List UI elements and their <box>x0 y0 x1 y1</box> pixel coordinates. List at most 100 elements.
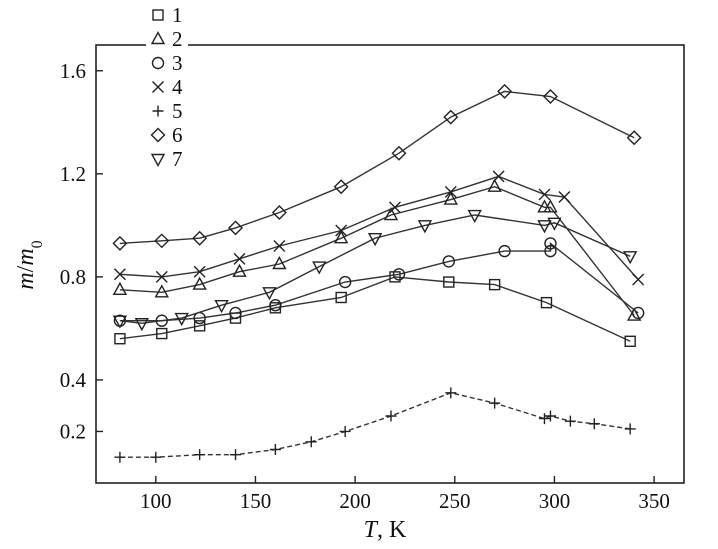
data-point <box>335 224 348 237</box>
data-point <box>537 220 552 234</box>
series-line <box>119 214 631 325</box>
data-point <box>112 281 128 295</box>
legend-label: 5 <box>172 99 183 123</box>
legend-marker <box>150 31 166 45</box>
data-point <box>155 270 168 283</box>
y-tick-label: 1.2 <box>60 162 86 186</box>
data-point <box>233 252 246 265</box>
data-point <box>388 201 401 214</box>
data-point <box>544 237 557 250</box>
data-point <box>538 188 551 201</box>
data-point <box>385 410 397 422</box>
data-point <box>335 291 347 304</box>
data-point <box>498 244 511 258</box>
data-point <box>273 239 286 252</box>
data-point <box>389 271 401 283</box>
data-point <box>443 109 459 125</box>
data-point <box>444 185 457 198</box>
data-point <box>631 306 645 320</box>
data-point <box>626 307 642 321</box>
data-point <box>564 415 576 427</box>
legend-label: 6 <box>172 123 183 147</box>
data-point <box>150 451 162 463</box>
plot-frame <box>95 44 685 484</box>
data-point <box>443 191 458 205</box>
data-point <box>232 263 247 277</box>
data-point <box>489 397 501 409</box>
series-6 <box>112 83 642 251</box>
data-point <box>154 284 169 298</box>
data-point <box>417 220 433 234</box>
data-point <box>383 207 399 221</box>
series-line <box>119 185 635 316</box>
data-point <box>193 320 206 332</box>
legend-background <box>146 2 188 192</box>
data-point <box>262 287 277 301</box>
y-tick-label: 0.2 <box>60 419 86 443</box>
series-line <box>119 90 635 245</box>
legend-marker <box>152 105 164 117</box>
legend-label: 7 <box>172 147 183 171</box>
data-point <box>193 265 206 278</box>
data-point <box>624 423 636 435</box>
data-point <box>367 233 383 247</box>
data-point <box>547 217 562 231</box>
data-point <box>542 89 558 105</box>
y-axis-label: m/m0 <box>13 240 46 289</box>
data-point <box>538 413 550 425</box>
data-point <box>134 318 150 332</box>
data-point <box>543 199 558 213</box>
data-point <box>487 178 502 192</box>
data-point <box>558 191 571 204</box>
data-point <box>228 220 244 236</box>
data-point <box>338 275 352 289</box>
data-point <box>269 299 282 312</box>
data-point <box>333 179 349 195</box>
y-tick-label: 0.8 <box>60 265 86 289</box>
legend-label: 4 <box>172 75 183 99</box>
data-point <box>312 261 327 275</box>
data-point <box>626 130 642 146</box>
legend-marker <box>150 153 166 167</box>
x-axis-label: T, K <box>364 517 407 543</box>
data-point <box>443 276 455 288</box>
data-point <box>467 209 482 224</box>
y-tick-label: 1.6 <box>60 59 86 83</box>
series-line <box>119 241 639 322</box>
series-1 <box>114 271 636 347</box>
data-point <box>156 327 168 340</box>
series-3 <box>113 237 645 327</box>
x-tick-label: 200 <box>339 489 371 513</box>
data-point <box>214 300 229 314</box>
x-tick-label: 250 <box>439 489 471 513</box>
data-point <box>392 268 406 281</box>
data-point <box>333 230 349 244</box>
data-point <box>632 273 645 286</box>
data-point <box>624 335 636 347</box>
legend-marker <box>151 56 165 70</box>
data-point <box>442 255 455 268</box>
data-point <box>114 333 126 345</box>
data-point <box>192 276 207 290</box>
x-tick-label: 100 <box>140 489 172 513</box>
series-5 <box>114 387 636 463</box>
data-point <box>544 410 556 422</box>
data-point <box>540 296 553 309</box>
data-point <box>194 449 206 461</box>
x-tick-label: 350 <box>638 489 670 513</box>
data-point <box>174 312 189 327</box>
data-point <box>114 451 126 463</box>
data-point <box>445 387 457 399</box>
series-layer <box>112 83 645 463</box>
data-point <box>230 449 242 461</box>
data-point <box>488 278 501 291</box>
series-line <box>119 392 631 458</box>
series-line <box>119 175 639 280</box>
data-point <box>192 230 208 246</box>
y-tick-label: 0.4 <box>60 368 87 392</box>
series-4 <box>113 170 645 286</box>
data-point <box>588 418 600 430</box>
data-point <box>271 204 287 220</box>
data-point <box>112 235 128 251</box>
